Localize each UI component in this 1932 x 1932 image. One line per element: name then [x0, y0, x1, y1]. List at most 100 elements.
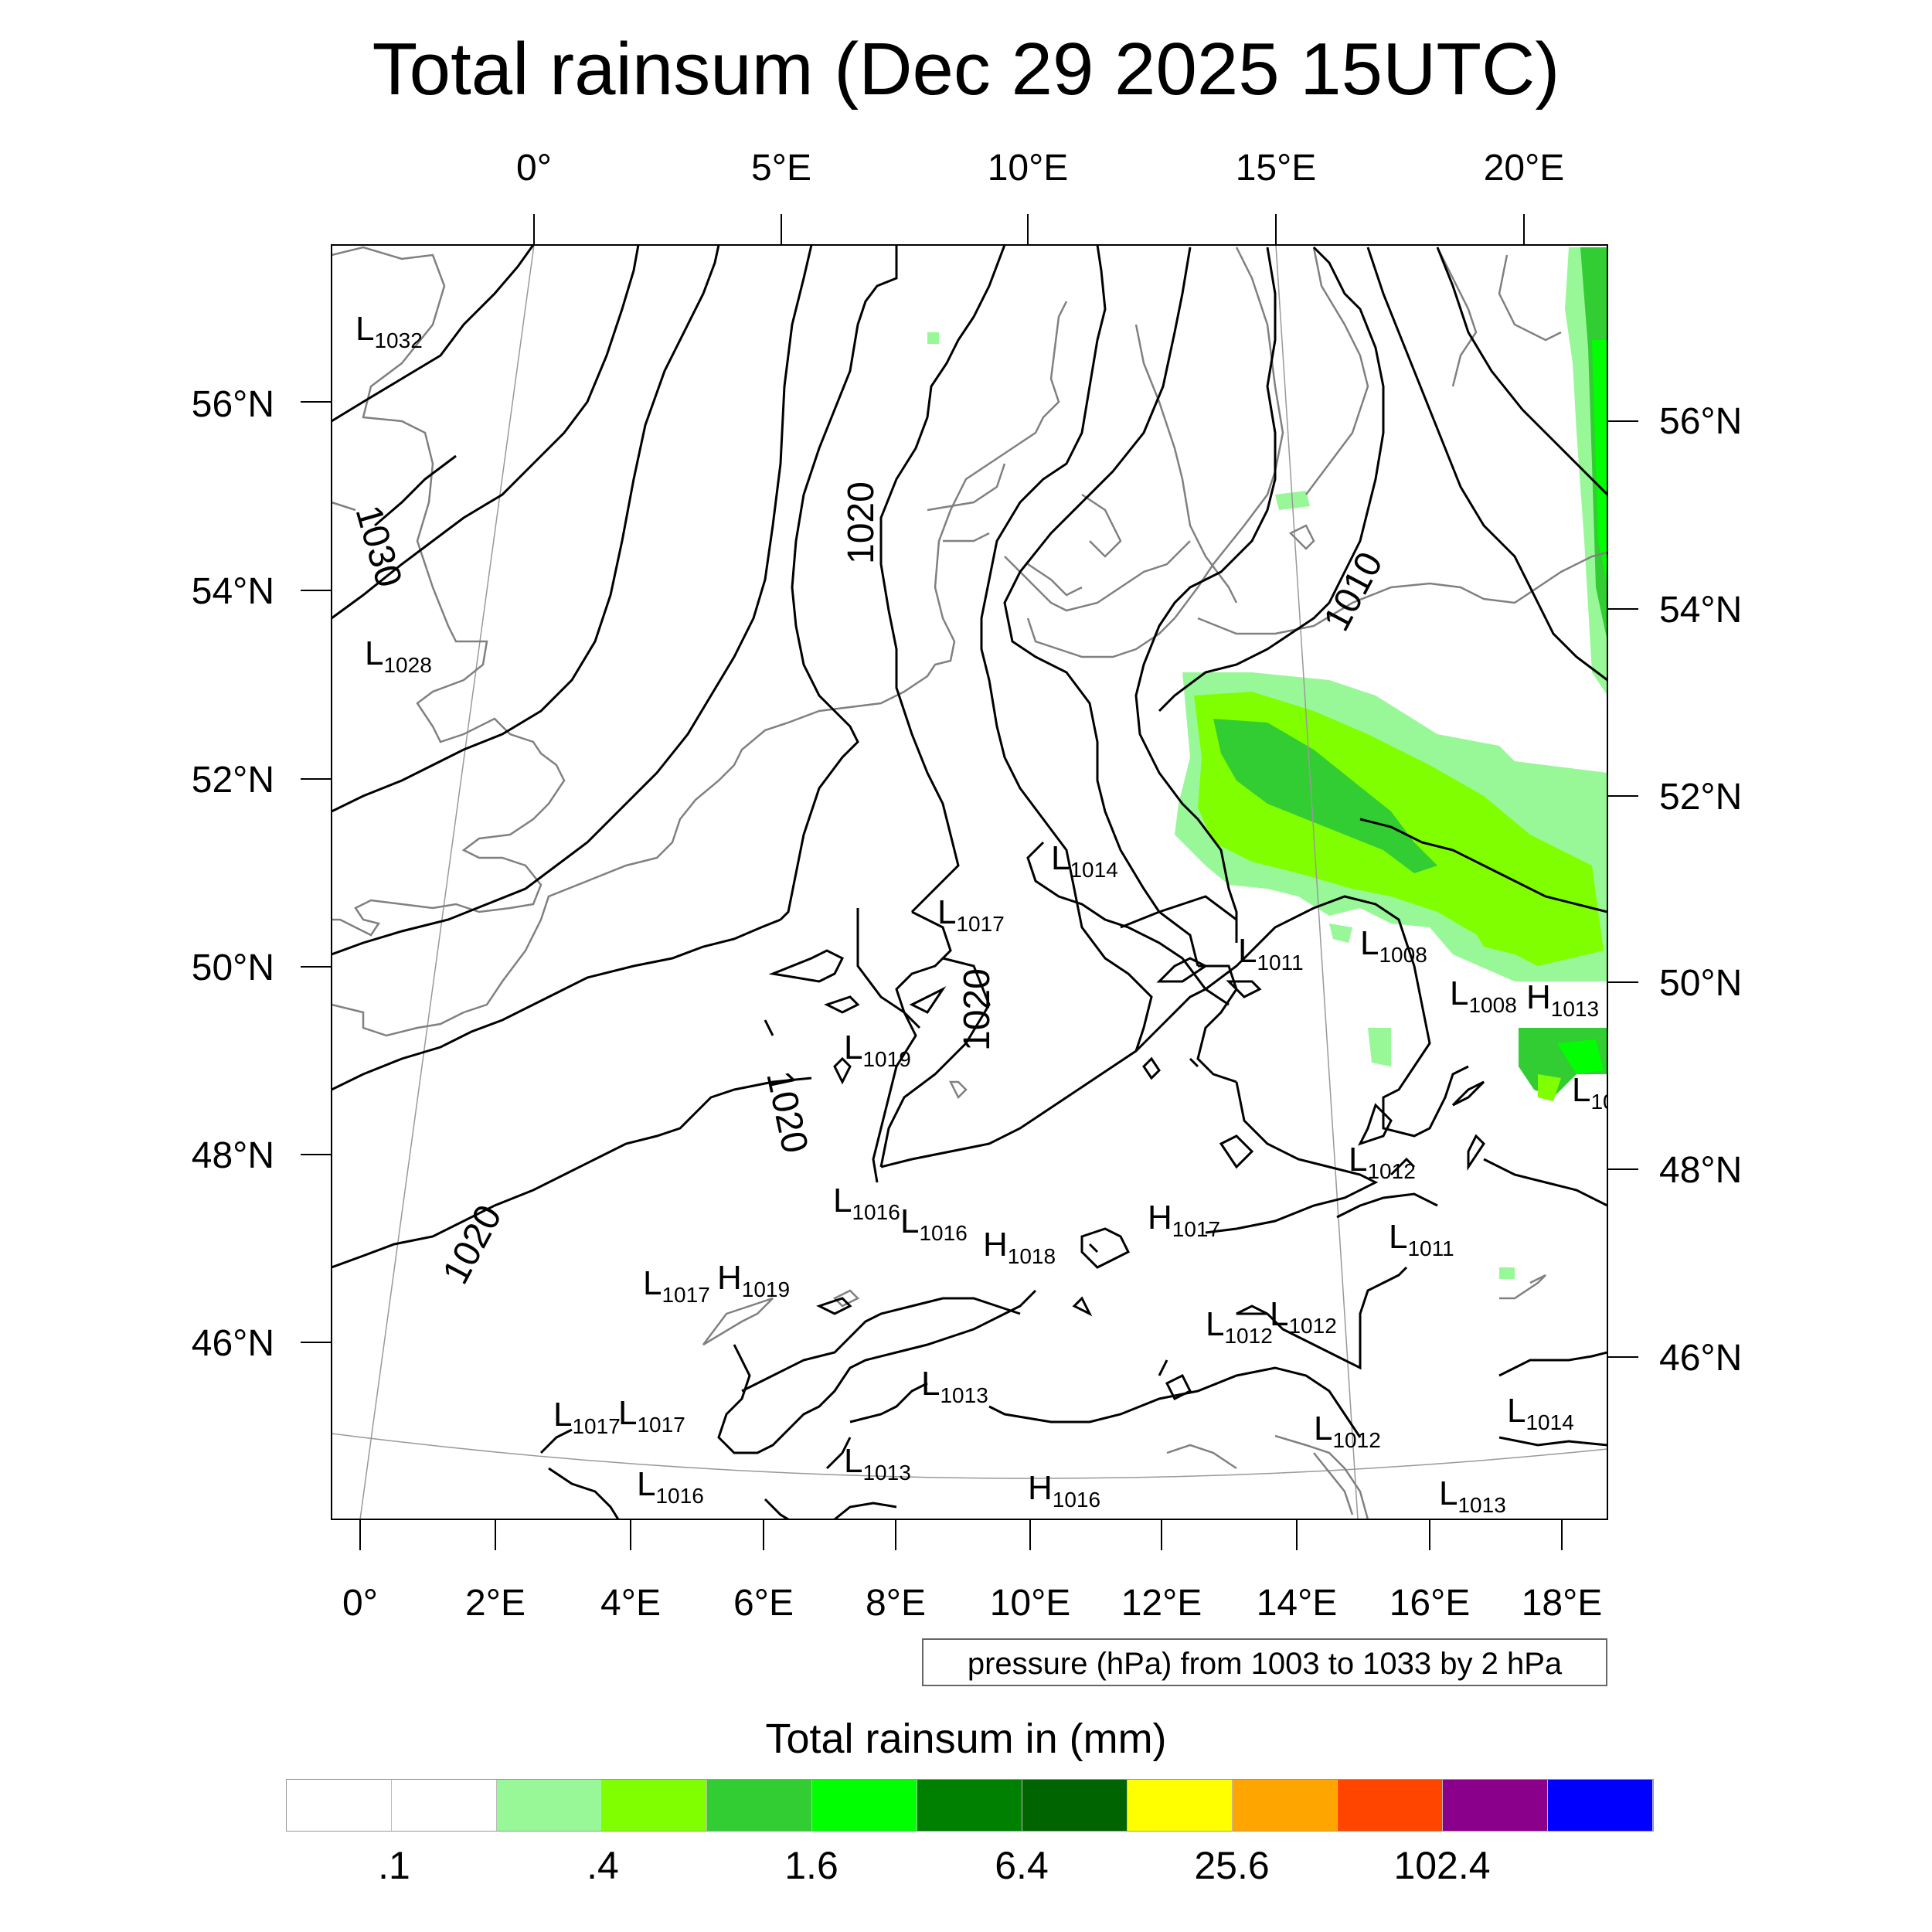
bottom-lon-label: 0°: [342, 1583, 378, 1624]
colorbar-swatch: [1548, 1780, 1653, 1831]
left-lat-label: 48°N: [191, 1135, 274, 1176]
center-value: 1017: [662, 1283, 709, 1307]
colorbar-swatch: [1443, 1780, 1548, 1831]
center-value: 1012: [1332, 1428, 1380, 1452]
top-lon-label: 0°: [516, 148, 552, 189]
pressure-center-label: H1018: [983, 1226, 1056, 1268]
pressure-center-label: L1017: [937, 893, 1005, 936]
center-type: L: [1314, 1410, 1332, 1447]
center-type: L: [844, 1442, 862, 1480]
right-lat-label: 54°N: [1659, 590, 1743, 631]
colorbar-swatch: [1022, 1780, 1128, 1831]
center-type: L: [921, 1365, 940, 1403]
pressure-center-label: L1011: [1389, 1218, 1454, 1260]
center-value: 1016: [919, 1221, 967, 1245]
bottom-lon-label: 8°E: [866, 1583, 926, 1624]
center-value: 1016: [655, 1484, 703, 1508]
center-value: 1013: [862, 1461, 910, 1485]
center-type: L: [937, 893, 956, 931]
center-value: 1011: [1407, 1236, 1454, 1260]
top-lon-label: 15°E: [1235, 148, 1317, 189]
colorbar: [286, 1779, 1654, 1832]
bottom-lon-label: 4°E: [600, 1583, 661, 1624]
bottom-lon-label: 16°E: [1389, 1583, 1471, 1624]
bottom-lon-label: 18°E: [1521, 1583, 1603, 1624]
pressure-center-label: L1016: [900, 1202, 968, 1245]
contour-label: 1020: [758, 1067, 815, 1156]
center-type: L: [618, 1394, 637, 1432]
pressure-center-label: L1016: [833, 1182, 900, 1224]
colorbar-swatch: [707, 1780, 812, 1831]
center-type: L: [1439, 1475, 1458, 1512]
pressure-center-label: H1017: [1148, 1199, 1220, 1241]
colorbar-label: 6.4: [995, 1844, 1049, 1887]
isobars: [332, 245, 1607, 1519]
center-type: L: [355, 310, 374, 348]
right-lat-label: 52°N: [1659, 777, 1743, 818]
colorbar-swatch: [602, 1780, 707, 1831]
pressure-center-label: L1011: [1238, 932, 1304, 975]
center-value: 10: [1590, 1090, 1614, 1114]
center-type: L: [553, 1396, 572, 1434]
pressure-center-label: L1014: [1051, 839, 1118, 882]
pressure-center-label: L1013: [1439, 1475, 1506, 1517]
colorbar-swatch: [392, 1780, 497, 1831]
pressure-center-label: L1019: [844, 1029, 911, 1071]
bottom-lon-label: 14°E: [1256, 1583, 1338, 1624]
contour-label: 1020: [435, 1199, 510, 1291]
map-title: Total rainsum (Dec 29 2025 15UTC): [372, 28, 1560, 111]
colorbar-swatch: [1233, 1780, 1338, 1831]
pressure-center-label: L1012: [1270, 1295, 1337, 1338]
center-value: 1017: [956, 912, 1004, 936]
center-type: L: [1238, 932, 1257, 970]
left-lat-label: 50°N: [191, 947, 274, 988]
pressure-center-label: L1032: [355, 310, 423, 352]
colorbar-swatch: [917, 1780, 1022, 1831]
center-value: 1017: [572, 1414, 620, 1438]
pressure-center-label: L1016: [637, 1465, 704, 1508]
center-value: 1008: [1468, 993, 1516, 1017]
contour-labels: 1030 1020 1020 1020 1020 1010: [347, 481, 1390, 1291]
pressure-center-label: H1019: [717, 1259, 790, 1301]
colorbar-swatch: [497, 1780, 602, 1831]
pressure-center-label: L1008: [1450, 975, 1517, 1017]
center-type: L: [1572, 1071, 1590, 1109]
pressure-center-label: L1012: [1314, 1410, 1381, 1452]
center-value: 1012: [1367, 1159, 1415, 1183]
colorbar-swatch: [1338, 1780, 1443, 1831]
center-type: L: [1349, 1141, 1367, 1179]
center-type: H: [983, 1226, 1008, 1264]
right-lat-label: 56°N: [1659, 401, 1743, 442]
center-type: L: [643, 1264, 662, 1302]
center-type: L: [900, 1202, 919, 1240]
graticule: [332, 245, 1607, 1519]
pressure-center-label: L1013: [844, 1442, 911, 1485]
bottom-lon-label: 6°E: [733, 1583, 794, 1624]
right-lat-label: 50°N: [1659, 963, 1743, 1004]
bottom-lon-label: 12°E: [1121, 1583, 1202, 1624]
colorbar-label: .1: [378, 1844, 410, 1887]
center-value: 1014: [1526, 1410, 1573, 1434]
left-lat-label: 46°N: [191, 1323, 274, 1364]
colorbar-label: 102.4: [1393, 1844, 1491, 1887]
pressure-center-label: H1016: [1028, 1469, 1100, 1512]
center-value: 1011: [1257, 951, 1303, 975]
colorbar-label: .4: [587, 1844, 619, 1887]
center-value: 1018: [1008, 1244, 1056, 1268]
contour-label: 1030: [347, 501, 409, 591]
bottom-lon-label: 2°E: [465, 1583, 526, 1624]
colorbar-label: 25.6: [1194, 1844, 1270, 1887]
center-value: 1013: [940, 1383, 988, 1407]
center-type: L: [1450, 975, 1468, 1012]
center-value: 1017: [1172, 1217, 1220, 1241]
center-type: H: [1028, 1469, 1053, 1507]
pressure-center-label: L1017: [553, 1396, 621, 1438]
pressure-center-label: L1017: [618, 1394, 685, 1437]
center-value: 1014: [1070, 858, 1117, 882]
center-value: 1019: [742, 1277, 790, 1301]
center-type: L: [1389, 1218, 1407, 1256]
center-value: 1019: [862, 1047, 910, 1071]
top-lon-label: 20°E: [1483, 148, 1565, 189]
center-type: L: [1206, 1305, 1224, 1343]
